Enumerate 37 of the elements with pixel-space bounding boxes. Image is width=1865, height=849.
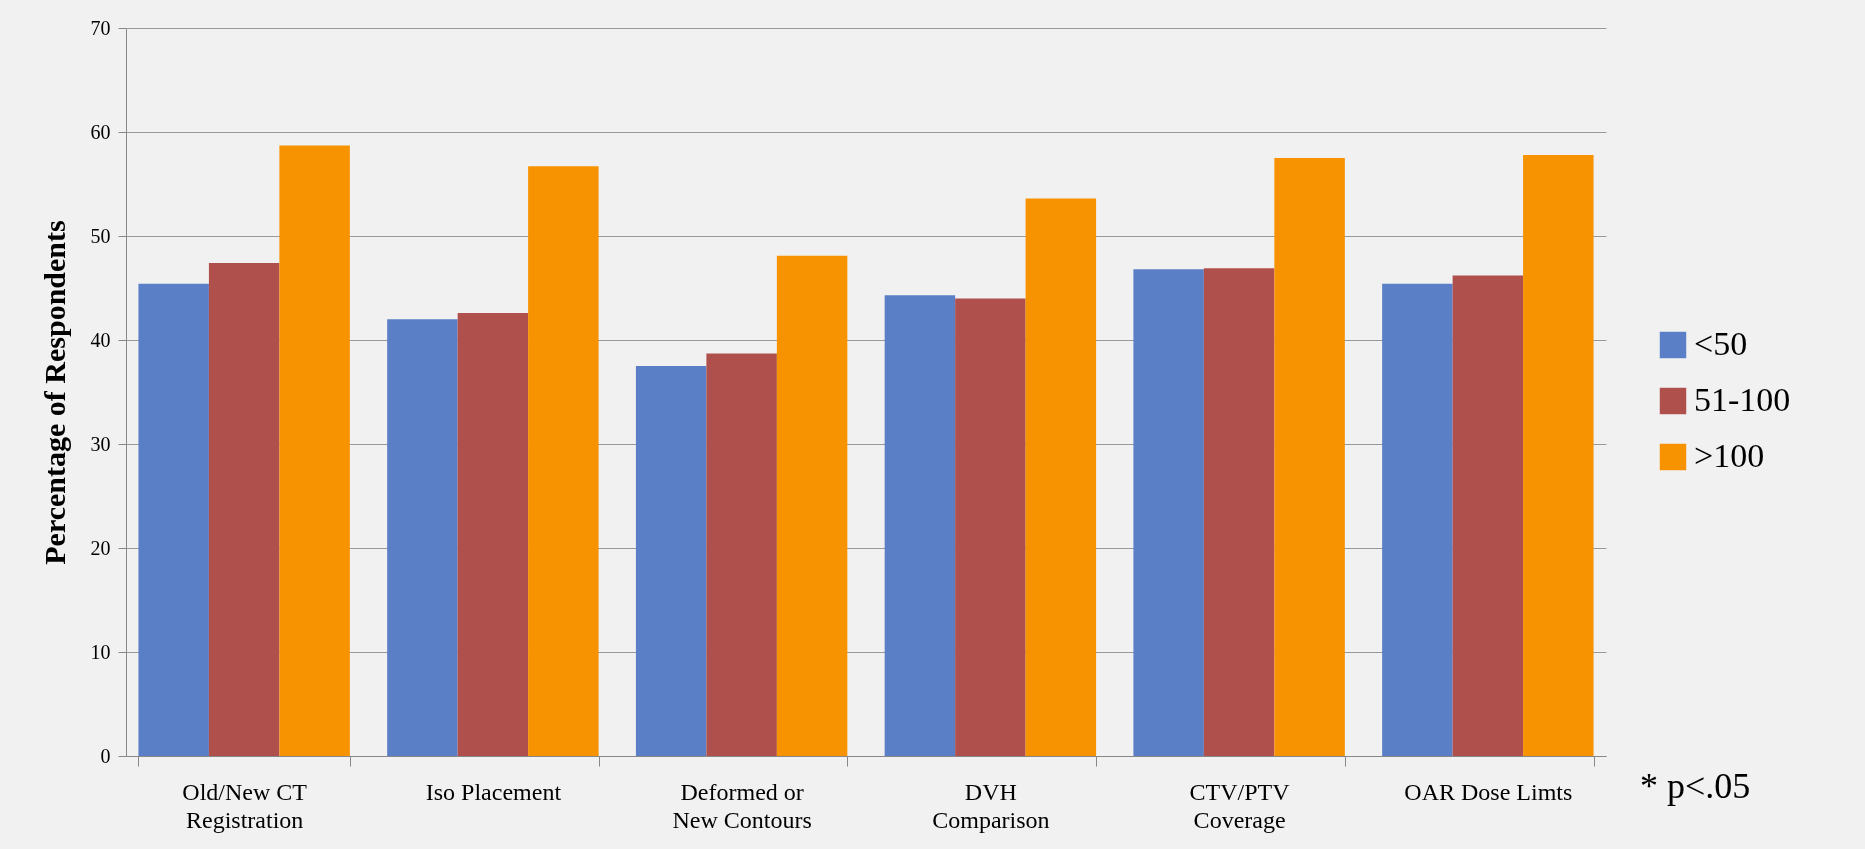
bar <box>387 319 458 756</box>
y-tick-label: 0 <box>100 744 111 767</box>
legend-label: <50 <box>1694 325 1748 362</box>
x-tick-label: Deformed or New Contours <box>672 778 812 833</box>
bar <box>884 295 956 756</box>
y-tick-label: 10 <box>90 640 111 663</box>
bar <box>1382 283 1453 756</box>
bar <box>706 353 777 756</box>
bar <box>955 298 1026 756</box>
y-tick-label: 60 <box>90 120 111 143</box>
x-tick-label: Iso Placement <box>425 778 562 805</box>
bar <box>1523 154 1594 756</box>
bar <box>208 263 280 756</box>
text: * p<.05 <box>1640 765 1751 807</box>
y-tick-label: 40 <box>90 328 111 351</box>
y-tick-label: 50 <box>90 224 111 247</box>
bar <box>138 283 209 756</box>
y-tick-label: 70 <box>90 16 111 39</box>
bar <box>1025 198 1097 756</box>
bar <box>635 366 707 756</box>
x-tick-label: Old/New CT Registration <box>182 778 308 833</box>
y-axis-title: Percentage of Respondents <box>37 220 71 565</box>
bar <box>1133 269 1204 756</box>
bar <box>1274 158 1345 756</box>
bar <box>1203 268 1275 756</box>
legend-label: 51-100 <box>1694 381 1791 418</box>
bar <box>279 145 350 756</box>
x-tick-label: CTV/PTV Coverage <box>1189 778 1291 833</box>
x-tick-label: OAR Dose Limts <box>1404 778 1573 805</box>
bar <box>1452 275 1524 756</box>
bar <box>776 255 848 756</box>
legend-label: >100 <box>1694 437 1765 474</box>
y-tick-label: 30 <box>90 432 111 455</box>
bar <box>457 312 529 756</box>
x-tick-label: DVH Comparison <box>932 778 1050 833</box>
bar <box>528 166 599 756</box>
y-tick-label: 20 <box>90 536 111 559</box>
